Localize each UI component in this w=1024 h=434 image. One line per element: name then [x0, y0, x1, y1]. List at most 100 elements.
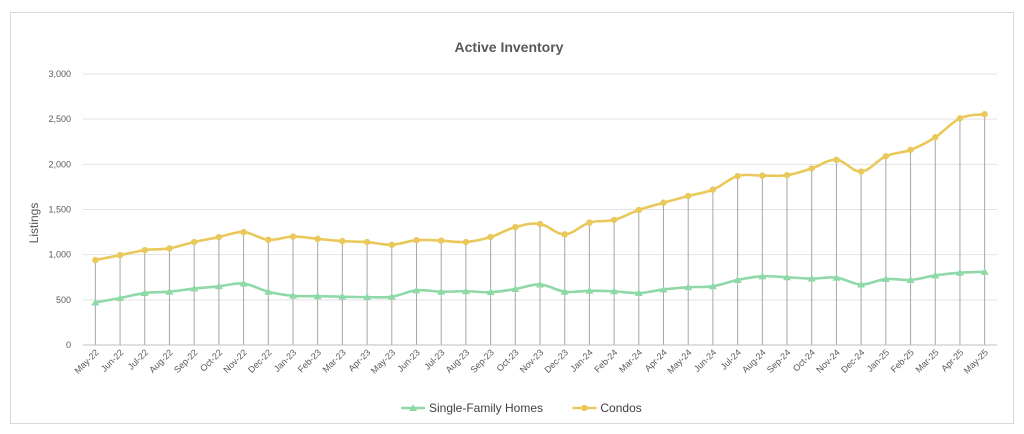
data-point [461, 287, 470, 295]
data-point [907, 146, 914, 154]
y-tick-label: 3,000 [48, 69, 71, 79]
data-point [759, 172, 766, 179]
data-point [190, 238, 198, 246]
data-point [165, 287, 174, 295]
x-tick-label: Jun-24 [692, 347, 719, 374]
axis-layer: 05001,0001,5002,0002,5003,000May-22Jun-2… [48, 69, 997, 376]
data-point [610, 216, 618, 224]
data-point [857, 280, 866, 288]
x-tick-label: May-23 [369, 347, 397, 375]
data-point [833, 156, 840, 164]
x-tick-label: Jan-23 [272, 347, 299, 374]
data-point [116, 294, 125, 302]
data-point [388, 241, 395, 248]
data-point [437, 237, 445, 244]
chart-title: Active Inventory [455, 39, 564, 55]
y-tick-label: 2,500 [48, 114, 71, 124]
y-tick-label: 0 [66, 340, 71, 350]
x-tick-label: May-22 [72, 347, 100, 375]
data-point [339, 237, 346, 245]
series-condos [92, 110, 988, 264]
data-point [906, 275, 915, 283]
data-point [265, 236, 272, 243]
data-point [685, 192, 692, 200]
x-tick-label: Feb-24 [592, 347, 619, 374]
data-point [413, 237, 420, 244]
data-point [363, 293, 372, 301]
triangle-marker-icon [409, 404, 417, 411]
x-tick-label: Oct-23 [495, 347, 521, 373]
x-tick-label: Sep-22 [172, 347, 200, 375]
x-tick-label: Nov-23 [518, 347, 546, 375]
data-point [881, 275, 890, 283]
x-tick-label: Mar-25 [913, 347, 940, 374]
data-point [709, 186, 717, 193]
data-point [783, 273, 792, 281]
legend-item: Condos [572, 401, 642, 415]
y-axis-label: Listings [27, 203, 41, 244]
x-tick-label: Jan-25 [865, 347, 892, 374]
data-point [536, 280, 544, 288]
data-point [512, 223, 519, 231]
x-tick-label: May-24 [665, 347, 693, 375]
data-point [560, 287, 569, 295]
data-point [511, 284, 520, 292]
x-tick-label: May-25 [962, 347, 990, 375]
data-point [288, 291, 297, 299]
data-point [487, 233, 494, 241]
data-point [808, 165, 815, 172]
data-point [932, 134, 939, 141]
data-point [734, 172, 741, 180]
x-tick-label: Sep-24 [765, 347, 793, 375]
data-point [437, 287, 446, 295]
data-point [832, 273, 841, 281]
x-tick-label: Nov-22 [221, 347, 249, 375]
data-point [91, 298, 100, 306]
legend-label: Single-Family Homes [429, 401, 543, 415]
data-point [783, 171, 791, 179]
data-point [116, 251, 124, 259]
y-tick-label: 2,000 [48, 159, 71, 169]
x-tick-label: Aug-23 [444, 347, 472, 375]
data-point [536, 220, 544, 228]
data-point [659, 285, 668, 293]
data-point [955, 268, 964, 276]
x-tick-label: Nov-24 [814, 347, 842, 375]
x-tick-label: Dec-24 [839, 347, 867, 375]
data-point [239, 279, 248, 287]
data-point [610, 287, 619, 295]
data-point [214, 282, 223, 290]
x-tick-label: Dec-22 [246, 347, 274, 375]
data-point [684, 283, 693, 291]
data-point [807, 274, 816, 282]
data-point [240, 228, 247, 236]
data-point [586, 219, 593, 226]
chart-svg: Active Inventory 0 500 1,000 1,500 2,000 2,50… [27, 39, 997, 415]
y-tick-label: 1,000 [48, 250, 71, 260]
data-point [486, 288, 495, 296]
data-point [660, 199, 667, 206]
x-tick-label: Aug-24 [740, 347, 768, 375]
x-tick-label: Dec-23 [543, 347, 571, 375]
data-point [140, 289, 149, 297]
data-point [635, 206, 643, 214]
data-point [314, 235, 321, 243]
x-tick-label: Jun-22 [99, 347, 126, 374]
drop-lines [94, 114, 986, 345]
data-point [561, 231, 568, 238]
data-point [313, 292, 322, 300]
data-point [387, 292, 396, 300]
data-point [708, 282, 717, 290]
data-point [758, 272, 767, 280]
x-tick-label: Jun-23 [395, 347, 422, 374]
x-tick-label: Sep-23 [468, 347, 496, 375]
y-tick-label: 500 [56, 295, 71, 305]
data-point [190, 284, 199, 292]
data-point [857, 168, 865, 175]
data-point [215, 233, 223, 241]
x-tick-label: Oct-24 [791, 347, 817, 373]
data-point [141, 246, 148, 254]
data-point [412, 286, 421, 294]
data-point [882, 153, 890, 160]
chart-frame: Active Inventory 0 500 1,000 1,500 2,000 2,50… [10, 12, 1014, 424]
